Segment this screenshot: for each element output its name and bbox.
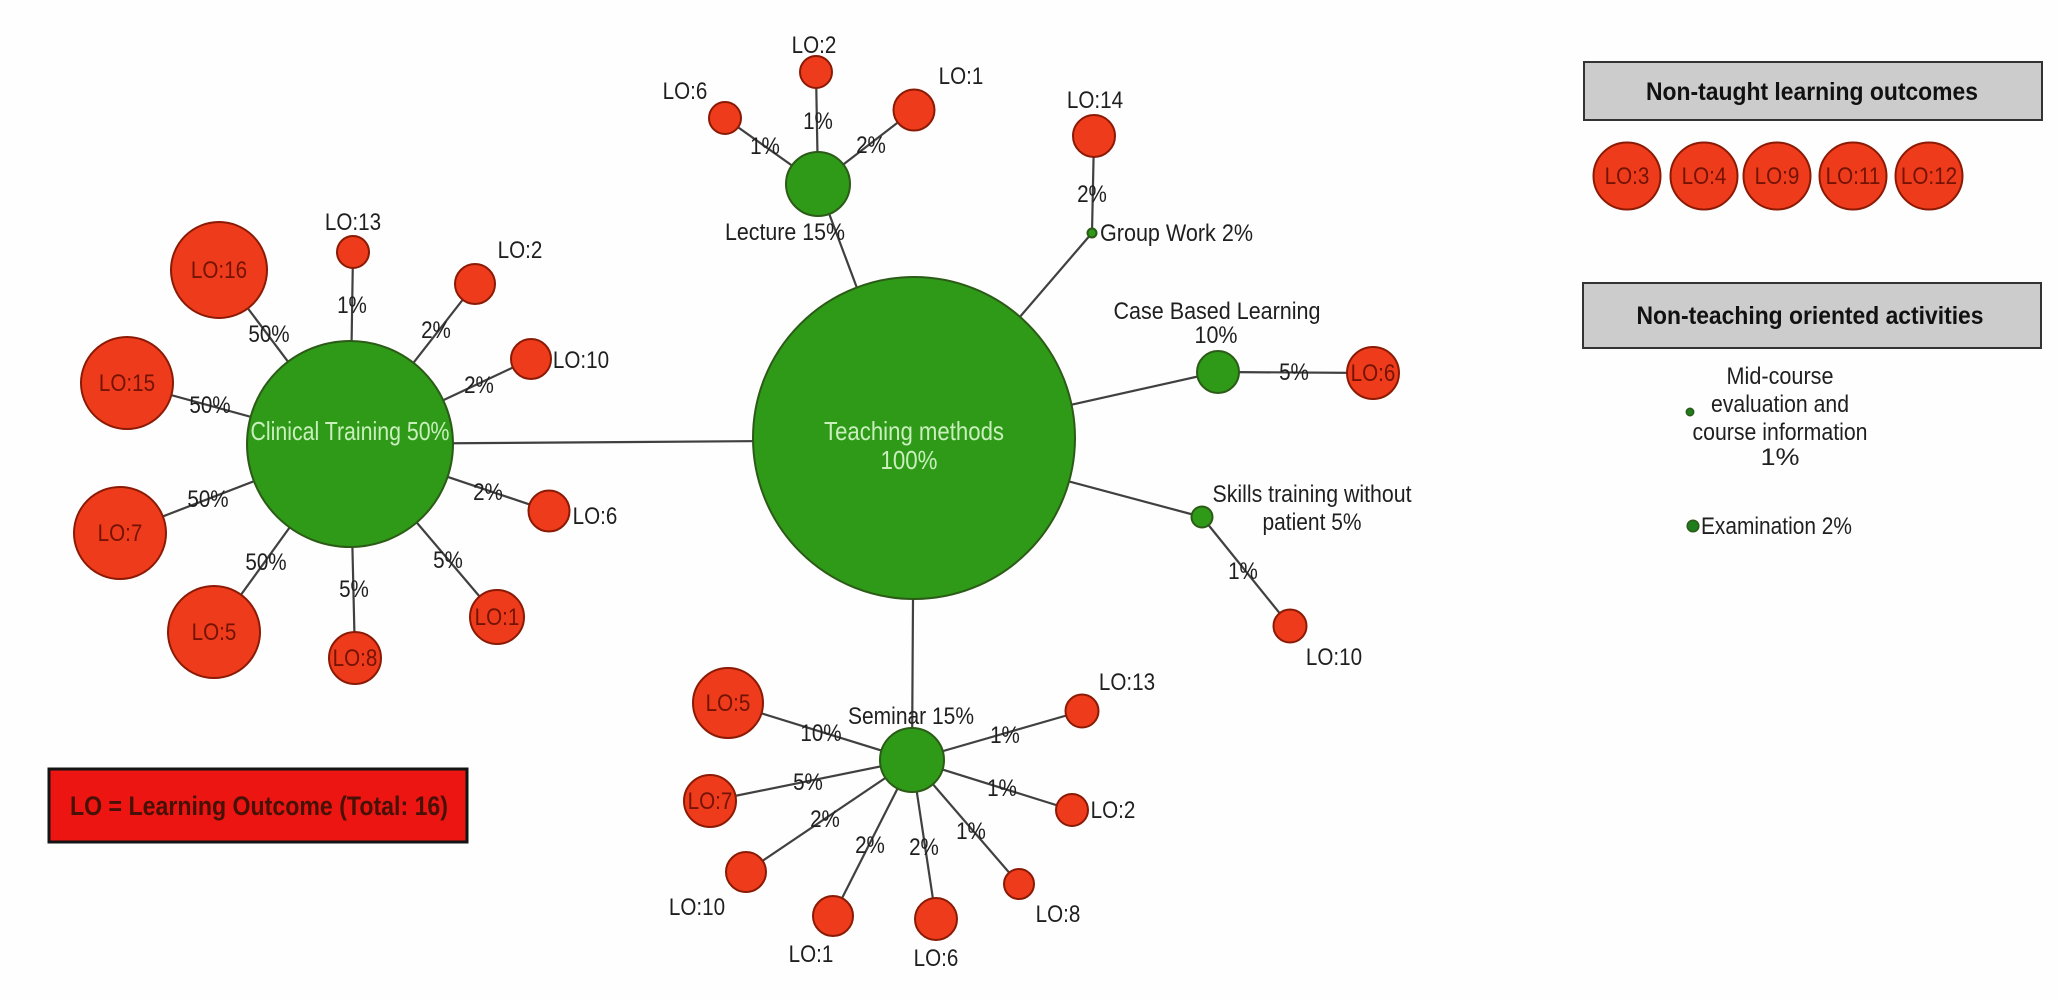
svg-text:LO:10: LO:10 (553, 347, 609, 374)
svg-text:1%: 1% (750, 133, 780, 160)
svg-text:10%: 10% (1195, 322, 1238, 349)
svg-text:LO:6: LO:6 (663, 78, 708, 105)
svg-text:patient 5%: patient 5% (1263, 509, 1362, 536)
svg-text:Lecture 15%: Lecture 15% (725, 219, 845, 246)
svg-text:Group Work 2%: Group Work 2% (1100, 220, 1253, 247)
svg-text:5%: 5% (1279, 359, 1309, 386)
svg-text:1%: 1% (1228, 558, 1258, 585)
svg-text:2%: 2% (1077, 181, 1107, 208)
svg-text:LO:2: LO:2 (498, 237, 543, 264)
svg-text:5%: 5% (433, 547, 463, 574)
svg-text:5%: 5% (793, 769, 823, 796)
svg-text:LO:10: LO:10 (669, 894, 725, 921)
svg-text:1%: 1% (803, 108, 833, 135)
svg-text:2%: 2% (909, 834, 939, 861)
svg-text:LO:13: LO:13 (325, 209, 381, 236)
svg-text:Examination 2%: Examination 2% (1701, 513, 1852, 540)
svg-text:Mid-course: Mid-course (1727, 363, 1834, 390)
svg-text:Teaching methods: Teaching methods (824, 416, 1004, 446)
svg-text:1%: 1% (956, 818, 986, 845)
svg-text:LO:13: LO:13 (1099, 669, 1155, 696)
svg-text:5%: 5% (339, 576, 369, 603)
svg-text:2%: 2% (421, 317, 451, 344)
svg-text:course information: course information (1693, 419, 1868, 446)
svg-text:Clinical Training 50%: Clinical Training 50% (251, 416, 450, 446)
svg-text:LO:1: LO:1 (475, 604, 520, 631)
svg-text:LO:6: LO:6 (1351, 360, 1396, 387)
svg-text:1%: 1% (987, 775, 1017, 802)
svg-text:LO:8: LO:8 (333, 645, 378, 672)
svg-text:Skills training without: Skills training without (1213, 481, 1412, 508)
svg-text:50%: 50% (245, 549, 286, 576)
svg-text:LO:3: LO:3 (1605, 163, 1650, 190)
svg-text:Non-teaching oriented activiti: Non-teaching oriented activities (1637, 302, 1984, 330)
svg-text:LO:14: LO:14 (1067, 87, 1123, 114)
svg-text:2%: 2% (810, 806, 840, 833)
svg-text:LO:2: LO:2 (792, 32, 837, 59)
svg-text:LO:15: LO:15 (99, 370, 155, 397)
svg-text:1%: 1% (1761, 444, 1800, 471)
svg-text:LO:1: LO:1 (789, 941, 834, 968)
svg-text:LO:12: LO:12 (1901, 163, 1957, 190)
svg-text:LO:6: LO:6 (914, 945, 959, 972)
svg-text:LO:5: LO:5 (192, 619, 237, 646)
svg-text:2%: 2% (856, 132, 886, 159)
svg-text:LO:16: LO:16 (191, 257, 247, 284)
svg-text:50%: 50% (187, 486, 228, 513)
svg-text:Non-taught learning outcomes: Non-taught learning outcomes (1646, 78, 1978, 106)
svg-text:LO:9: LO:9 (1755, 163, 1800, 190)
svg-text:Seminar 15%: Seminar 15% (848, 703, 974, 730)
svg-text:1%: 1% (337, 292, 367, 319)
svg-text:LO:8: LO:8 (1036, 901, 1081, 928)
svg-text:evaluation and: evaluation and (1711, 391, 1849, 418)
svg-text:LO:2: LO:2 (1091, 797, 1136, 824)
svg-text:LO:1: LO:1 (939, 63, 984, 90)
svg-text:LO:10: LO:10 (1306, 644, 1362, 671)
svg-text:LO:6: LO:6 (573, 503, 618, 530)
svg-text:1%: 1% (990, 722, 1020, 749)
svg-text:2%: 2% (473, 479, 503, 506)
svg-text:2%: 2% (464, 372, 494, 399)
svg-text:50%: 50% (248, 321, 289, 348)
svg-text:LO = Learning Outcome (Total:: LO = Learning Outcome (Total: 16) (70, 791, 448, 821)
svg-text:100%: 100% (881, 445, 938, 475)
svg-text:LO:5: LO:5 (706, 690, 751, 717)
svg-text:LO:11: LO:11 (1826, 163, 1881, 190)
svg-text:LO:4: LO:4 (1682, 163, 1727, 190)
svg-text:2%: 2% (855, 832, 885, 859)
svg-text:LO:7: LO:7 (98, 520, 143, 547)
svg-text:Case Based Learning: Case Based Learning (1114, 298, 1321, 325)
svg-text:LO:7: LO:7 (688, 788, 733, 815)
svg-text:10%: 10% (800, 720, 841, 747)
svg-text:50%: 50% (189, 392, 230, 419)
